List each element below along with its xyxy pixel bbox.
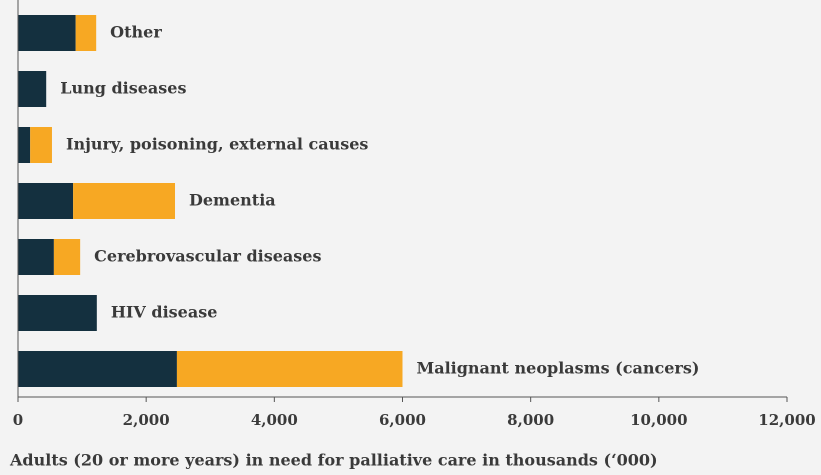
bar-segment (53, 239, 81, 275)
bar-segment (18, 15, 76, 51)
x-tick-label: 6,000 (379, 411, 426, 429)
bar-segment (18, 351, 177, 387)
bar-segment (18, 183, 74, 219)
category-label: Injury, poisoning, external causes (66, 135, 368, 154)
bar-segment (18, 239, 54, 275)
x-tick-label: 10,000 (630, 411, 687, 429)
x-tick-label: 12,000 (758, 411, 815, 429)
bar-segment (75, 15, 97, 51)
x-tick-label: 4,000 (251, 411, 298, 429)
bar-segment (30, 127, 52, 163)
bar-segment (73, 183, 176, 219)
bar-segment (176, 351, 403, 387)
x-tick-label: 2,000 (123, 411, 170, 429)
x-tick-label: 8,000 (507, 411, 554, 429)
category-label: Other (110, 23, 162, 42)
category-label: Lung diseases (60, 79, 186, 98)
bar-segment (18, 127, 31, 163)
bar-segment (18, 71, 47, 107)
x-axis-label: Adults (20 or more years) in need for pa… (9, 451, 658, 470)
category-label: Dementia (189, 191, 276, 210)
category-label: Malignant neoplasms (cancers) (417, 359, 700, 378)
x-tick-label: 0 (13, 411, 23, 429)
category-label: HIV disease (111, 303, 218, 322)
bar-segment (18, 295, 97, 331)
category-label: Cerebrovascular diseases (94, 247, 321, 266)
